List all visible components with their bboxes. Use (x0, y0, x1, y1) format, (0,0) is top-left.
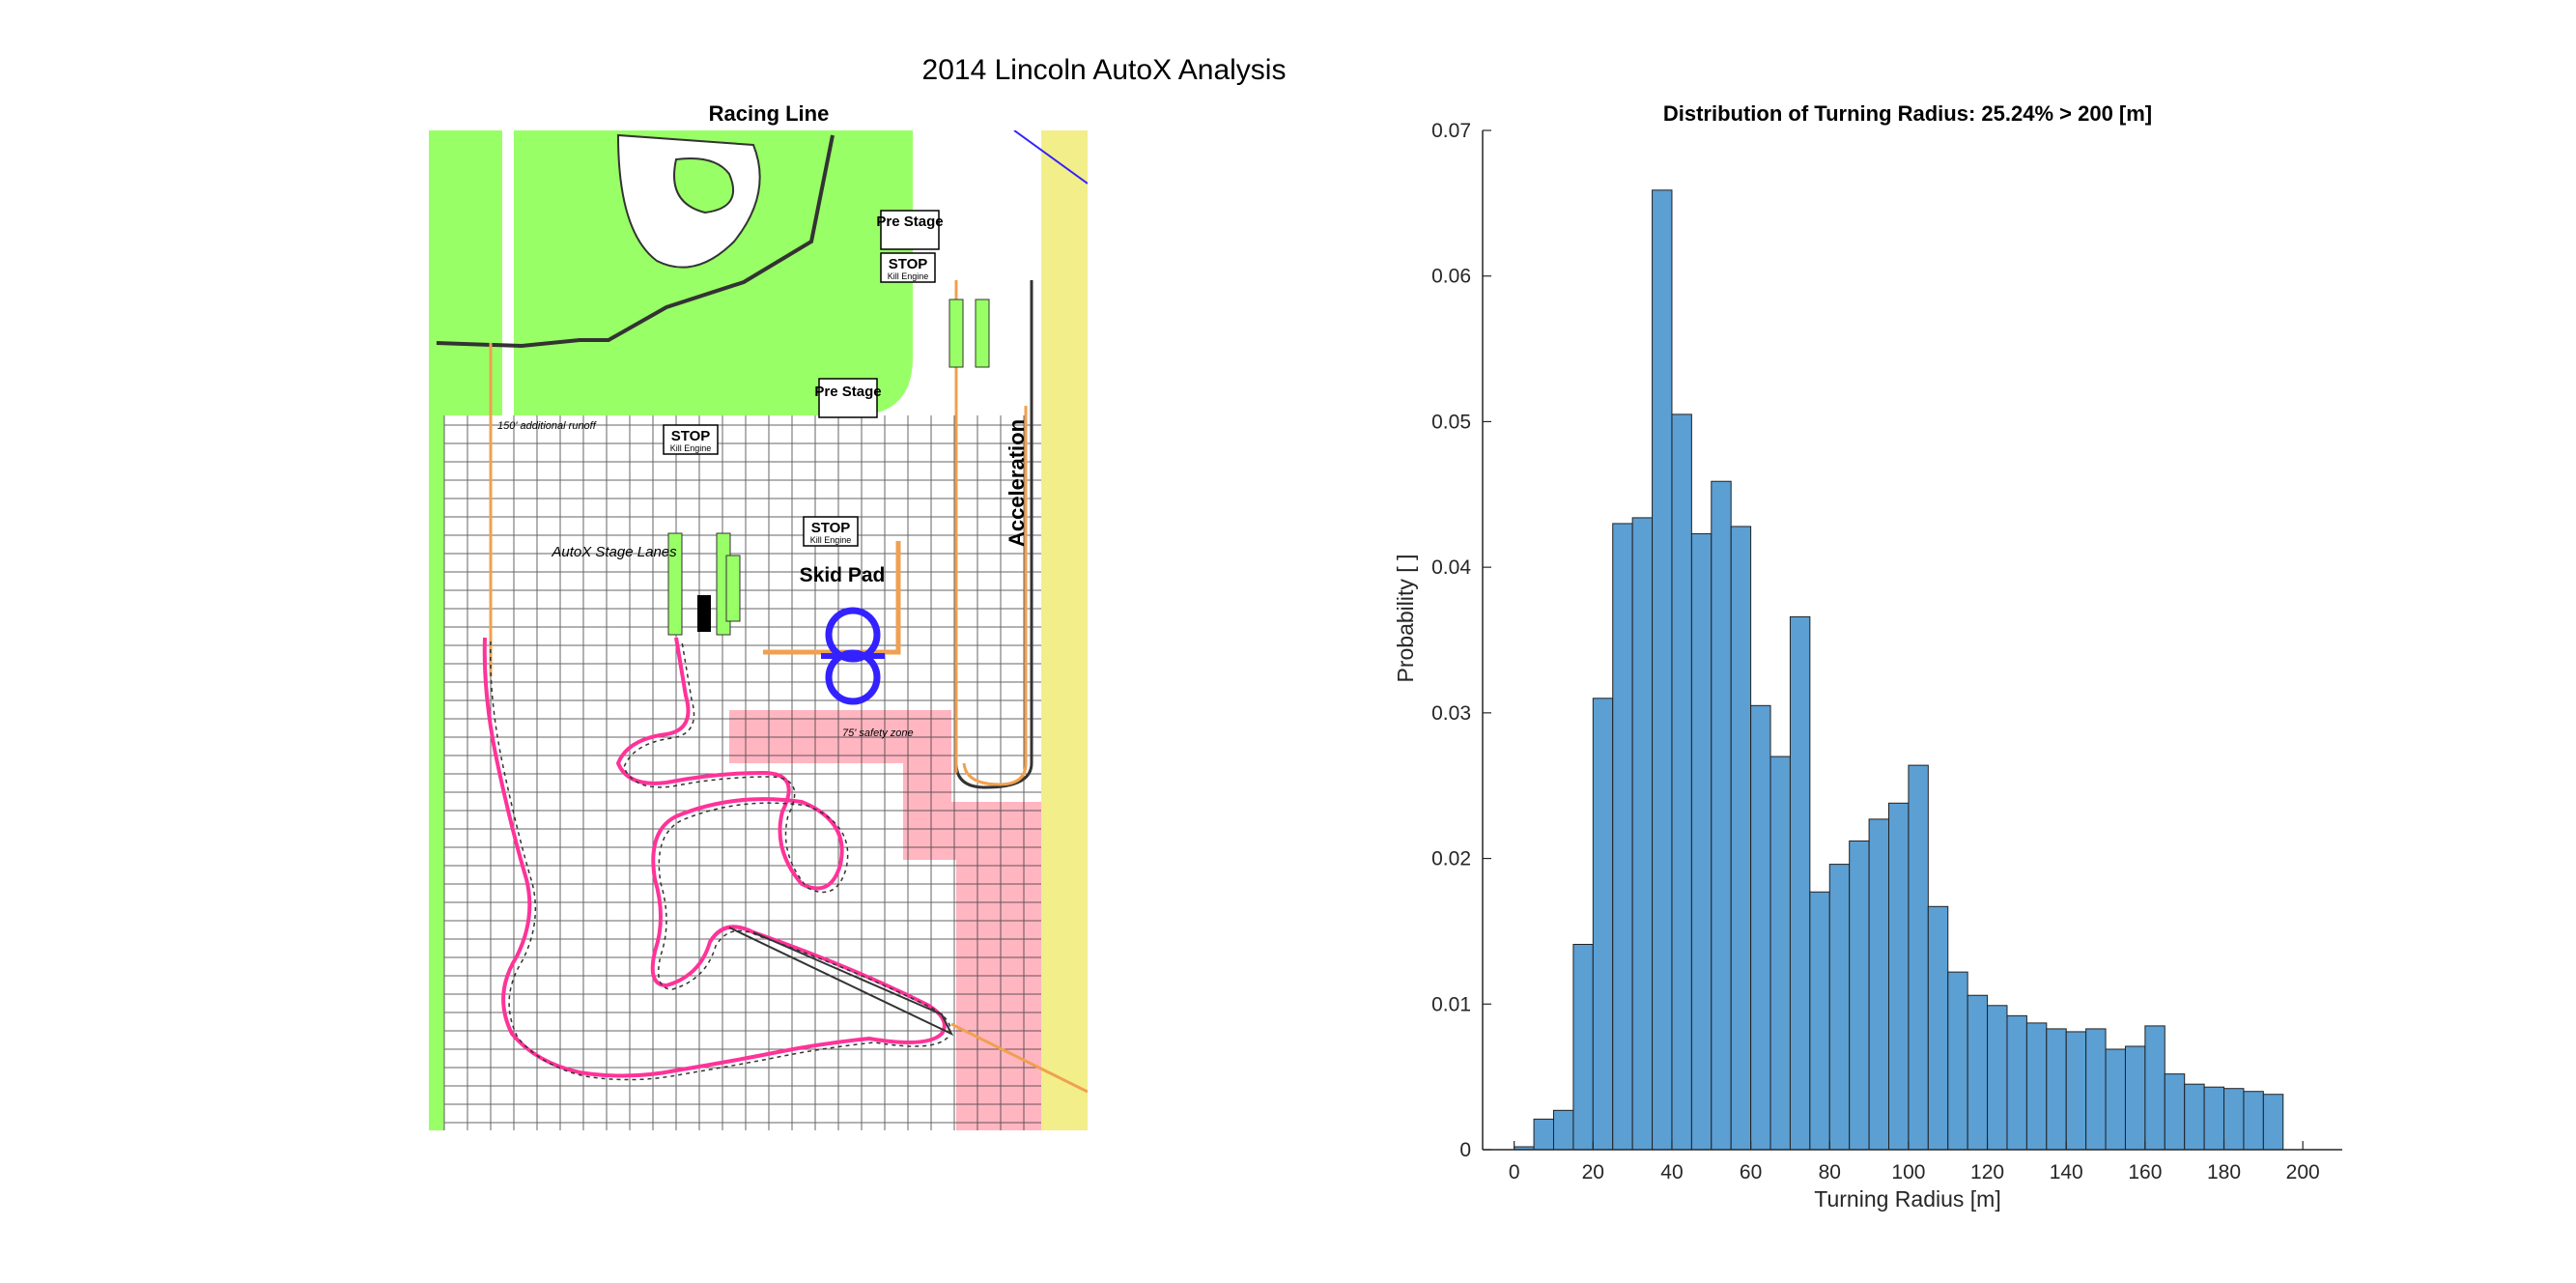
histogram-bar (2184, 1083, 2205, 1151)
chart-title: Distribution of Turning Radius: 25.24% >… (1663, 101, 2152, 126)
y-tick-label: 0.07 (1431, 120, 1471, 142)
histogram-bar (1789, 615, 1811, 1151)
grass-area (514, 130, 913, 415)
histogram-bar (2006, 1014, 2027, 1151)
x-tick-label: 180 (2207, 1161, 2241, 1183)
stop-skid-label: STOP (811, 520, 851, 536)
x-tick-label: 100 (1891, 1161, 1925, 1183)
y-axis-label: Probability [ ] (1393, 555, 1418, 683)
stop-top-label: STOP (889, 256, 928, 272)
skid-pad-label: Skid Pad (800, 564, 886, 586)
histogram-bar (1711, 480, 1732, 1151)
histogram-panel: Distribution of Turning Radius: 25.24% >… (1393, 101, 2342, 1212)
histogram-bar (1631, 517, 1654, 1151)
y-tick-label: 0.03 (1431, 702, 1471, 725)
histogram-bar (1947, 971, 1968, 1151)
histogram-bar (1888, 802, 1910, 1151)
histogram-bar (2164, 1073, 2186, 1151)
skid-pad-orange (763, 541, 901, 655)
histogram-bar (1809, 891, 1830, 1151)
accel-lane (954, 280, 1033, 789)
histogram-bar (1533, 1118, 1554, 1151)
histogram-bar (1592, 698, 1614, 1151)
histogram-bar (2203, 1086, 2225, 1151)
x-tick-label: 120 (1970, 1161, 2004, 1183)
map-panel: Racing Line (429, 101, 1088, 1130)
figure-suptitle: 2014 Lincoln AutoX Analysis (922, 54, 1287, 86)
safety-zone-label: 75' safety zone (842, 727, 914, 739)
y-tick-label: 0.01 (1431, 993, 1471, 1015)
histogram-axes: 0 20 40 60 80 100 120 140 160 180 200 0 0.01 0.02 0.03… (1431, 120, 2342, 1183)
histogram-bar (2243, 1091, 2264, 1151)
histogram-bar (2085, 1028, 2107, 1151)
histogram-bar (2144, 1025, 2166, 1151)
y-tick-label: 0.02 (1431, 848, 1471, 870)
safety-zone (729, 710, 1041, 1130)
fence-line (436, 134, 835, 349)
map-image: Pre Stage STOP Kill Engine Pre Stage STO… (429, 130, 1088, 1130)
x-tick-label: 60 (1740, 1161, 1762, 1183)
kill-engine-mid-label: Kill Engine (670, 443, 712, 453)
yellow-strip (1041, 130, 1088, 1130)
y-tick-label: 0.06 (1431, 266, 1471, 288)
histogram-bar (1612, 523, 1633, 1151)
x-tick-label: 200 (2286, 1161, 2320, 1183)
x-tick-label: 160 (2128, 1161, 2162, 1183)
kill-engine-skid-label: Kill Engine (810, 535, 852, 545)
runoff-label: 150' additional runoff (497, 420, 597, 432)
x-tick-label: 40 (1660, 1161, 1683, 1183)
histogram-bar (2065, 1031, 2087, 1151)
histogram-bar (1690, 532, 1713, 1151)
acceleration-label: Acceleration (1005, 419, 1029, 547)
stop-mid-label: STOP (671, 428, 711, 444)
kill-engine-top-label: Kill Engine (888, 271, 929, 281)
histogram-bar (2124, 1045, 2146, 1151)
x-tick-label: 140 (2050, 1161, 2083, 1183)
y-tick-label: 0.04 (1431, 556, 1471, 579)
x-tick-label: 80 (1819, 1161, 1841, 1183)
histogram-bar (1908, 764, 1929, 1151)
histogram-bar (1967, 994, 1989, 1151)
histogram-bars (1514, 189, 2284, 1151)
histogram-bar (2223, 1088, 2245, 1151)
histogram-bar (1552, 1109, 1574, 1151)
y-tick-label: 0.05 (1431, 411, 1471, 433)
map-title: Racing Line (709, 101, 830, 126)
grass-left (429, 130, 502, 1130)
histogram-bar (2025, 1022, 2048, 1151)
histogram-bar (1828, 864, 1851, 1151)
map-grid (443, 415, 1041, 1130)
pre-stage-mid-label: Pre Stage (814, 384, 881, 400)
pre-stage-top-label: Pre Stage (876, 214, 943, 230)
histogram-bar (1849, 840, 1870, 1151)
x-axis-label: Turning Radius [m] (1814, 1186, 2000, 1212)
racing-line (482, 637, 947, 1078)
histogram-bar (1572, 943, 1594, 1151)
histogram-bar (1927, 905, 1949, 1151)
y-tick-label: 0 (1459, 1139, 1471, 1161)
histogram-bar (1652, 189, 1673, 1151)
x-tick-label: 0 (1509, 1161, 1520, 1183)
histogram-bar (1730, 526, 1752, 1151)
histogram-bar (1750, 704, 1771, 1151)
histogram-bar (2046, 1028, 2067, 1151)
histogram-bar (1868, 818, 1890, 1151)
x-tick-label: 20 (1582, 1161, 1604, 1183)
histogram-bar (1671, 413, 1692, 1151)
histogram-bar (2262, 1094, 2284, 1151)
autox-stage-label: AutoX Stage Lanes (551, 544, 677, 560)
histogram-bar (1769, 756, 1791, 1151)
histogram-bar (1987, 1005, 2008, 1151)
histogram-bar (2105, 1048, 2126, 1151)
